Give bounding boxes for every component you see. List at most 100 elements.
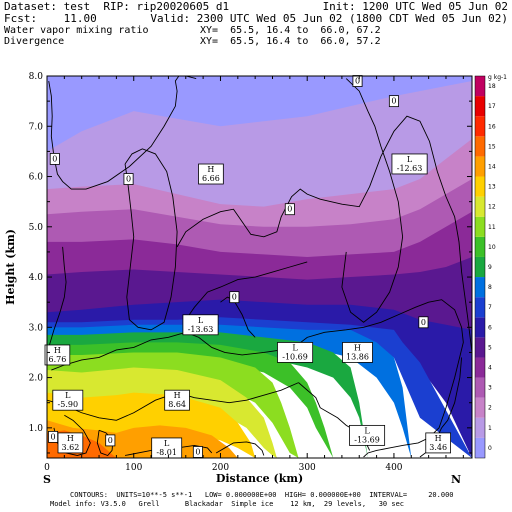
colorbar-swatch xyxy=(475,96,485,117)
divergence-contour xyxy=(220,296,256,338)
divergence-contour xyxy=(124,148,178,331)
colorbar-label: 2 xyxy=(488,405,492,412)
divergence-contour xyxy=(215,441,265,456)
contour-label-box xyxy=(49,153,60,165)
contour-label-box xyxy=(388,95,399,108)
contour-label-box xyxy=(123,173,134,185)
header-line4-left: Divergence xyxy=(4,36,65,47)
colorbar-swatch xyxy=(475,176,485,197)
mixing-ratio-band-12 xyxy=(47,367,277,458)
endpoint-right-label: N xyxy=(451,473,461,486)
colorbar-swatch xyxy=(475,116,485,137)
footer-model-info: Model info: V3.5.0 Grell Blackadar Simpl… xyxy=(50,500,405,508)
mixing-ratio-band-10 xyxy=(47,342,334,458)
contour-label-box xyxy=(52,389,84,411)
contour-label-text: L xyxy=(407,155,413,164)
contour-label: H13.86 xyxy=(342,342,373,363)
contour-label-box xyxy=(425,432,451,454)
colorbar-label: 6 xyxy=(488,324,492,331)
contour-label: L-12.63 xyxy=(391,153,428,175)
contour-label-text: 3.62 xyxy=(62,443,80,452)
contour-label-text: L xyxy=(292,343,298,352)
header-line3-right: XY= 65.5, 16.4 to 66.0, 67.2 xyxy=(200,25,381,36)
divergence-contour xyxy=(48,246,67,348)
colorbar-label: 12 xyxy=(488,204,496,211)
header-line3-left: Water vapor mixing ratio xyxy=(4,25,149,36)
mixing-ratio-band-1 xyxy=(47,81,472,215)
contour-label-box xyxy=(44,344,71,366)
header-line4-right: XY= 65.5, 16.4 to 66.0, 57.2 xyxy=(200,36,381,47)
colorbar-swatch xyxy=(475,277,485,298)
x-tick-label: 100 xyxy=(125,463,142,473)
colorbar-label: 17 xyxy=(488,103,496,110)
colorbar-label: 5 xyxy=(488,344,492,351)
contour-label: 0 xyxy=(388,95,399,108)
contour-label-text: 0 xyxy=(232,293,237,302)
contour-label: 0 xyxy=(229,291,240,304)
contour-label-text: H xyxy=(354,343,361,352)
mixing-ratio-band-3 xyxy=(47,179,472,262)
colorbar-label: 4 xyxy=(488,365,492,372)
contour-label-box xyxy=(198,163,224,185)
colorbar-swatch xyxy=(475,236,485,257)
contour-label: H3.46 xyxy=(425,432,451,454)
colorbar-label: 3 xyxy=(488,385,492,392)
contour-label-text: -13.69 xyxy=(354,435,380,444)
contour-label-box xyxy=(57,432,84,454)
colorbar-swatch xyxy=(475,317,485,338)
y-tick-label: 7.0 xyxy=(29,122,44,132)
contour-label-box xyxy=(391,153,428,175)
colorbar-unit-label: g kg-1 xyxy=(488,74,507,81)
contour-label: L-8.01 xyxy=(151,437,183,459)
contour-label-text: H xyxy=(67,434,74,443)
colorbar-label: 1 xyxy=(488,425,492,432)
contour-label-text: -12.63 xyxy=(397,164,423,173)
contour-label-text: 0 xyxy=(108,436,113,445)
colorbar-label: 9 xyxy=(488,264,492,271)
contour-label-text: 0 xyxy=(52,154,57,163)
contour-label-text: 3.46 xyxy=(429,443,447,452)
contour-label-text: 13.86 xyxy=(346,352,369,361)
contour-label-text: 0 xyxy=(51,432,56,441)
colorbar-swatch xyxy=(475,76,485,97)
colorbar-swatch xyxy=(475,437,485,458)
x-tick-label: 300 xyxy=(299,463,316,473)
contour-label-box xyxy=(192,446,203,458)
header-line2-right: Valid: 2300 UTC Wed 05 Jun 02 (1800 CDT … xyxy=(150,12,508,25)
y-tick-label: 2.0 xyxy=(29,374,44,384)
contour-label: 0 xyxy=(284,203,295,216)
colorbar-swatch xyxy=(475,397,485,418)
colorbar-label: 13 xyxy=(488,184,496,191)
colorbar-swatch xyxy=(475,357,485,378)
contour-label: 0 xyxy=(49,153,60,165)
mixing-ratio-band-5 xyxy=(47,256,472,338)
contour-label: 0 xyxy=(48,430,59,443)
colorbar-label: 11 xyxy=(488,224,496,231)
contour-label: H8.64 xyxy=(164,389,190,411)
colorbar-swatch xyxy=(475,337,485,358)
mixing-ratio-band-6 xyxy=(47,299,472,458)
contour-label-text: L xyxy=(164,439,170,448)
divergence-contour xyxy=(48,76,197,190)
contour-label: L-13.69 xyxy=(349,424,386,446)
endpoint-left-label: S xyxy=(43,473,51,486)
contour-label-box xyxy=(284,203,295,216)
contour-label: L-5.90 xyxy=(52,389,84,411)
contour-label-box xyxy=(342,342,373,363)
colorbar-label: 0 xyxy=(488,445,492,452)
colorbar-frame xyxy=(474,75,486,459)
colorbar-label: 10 xyxy=(488,244,496,251)
divergence-contour xyxy=(176,115,472,353)
colorbar-swatch xyxy=(475,377,485,398)
contour-label: 0 xyxy=(192,446,203,458)
contour-label-text: L xyxy=(198,316,204,325)
contour-label-text: H xyxy=(207,165,214,174)
contour-label-text: L xyxy=(364,426,370,435)
contour-label-box xyxy=(277,342,314,363)
contour-label-text: H xyxy=(54,346,61,355)
contour-label: H6.76 xyxy=(44,344,71,366)
contour-label-box xyxy=(229,291,240,304)
contour-label: 0 xyxy=(352,75,363,87)
colorbar-swatch xyxy=(475,196,485,217)
